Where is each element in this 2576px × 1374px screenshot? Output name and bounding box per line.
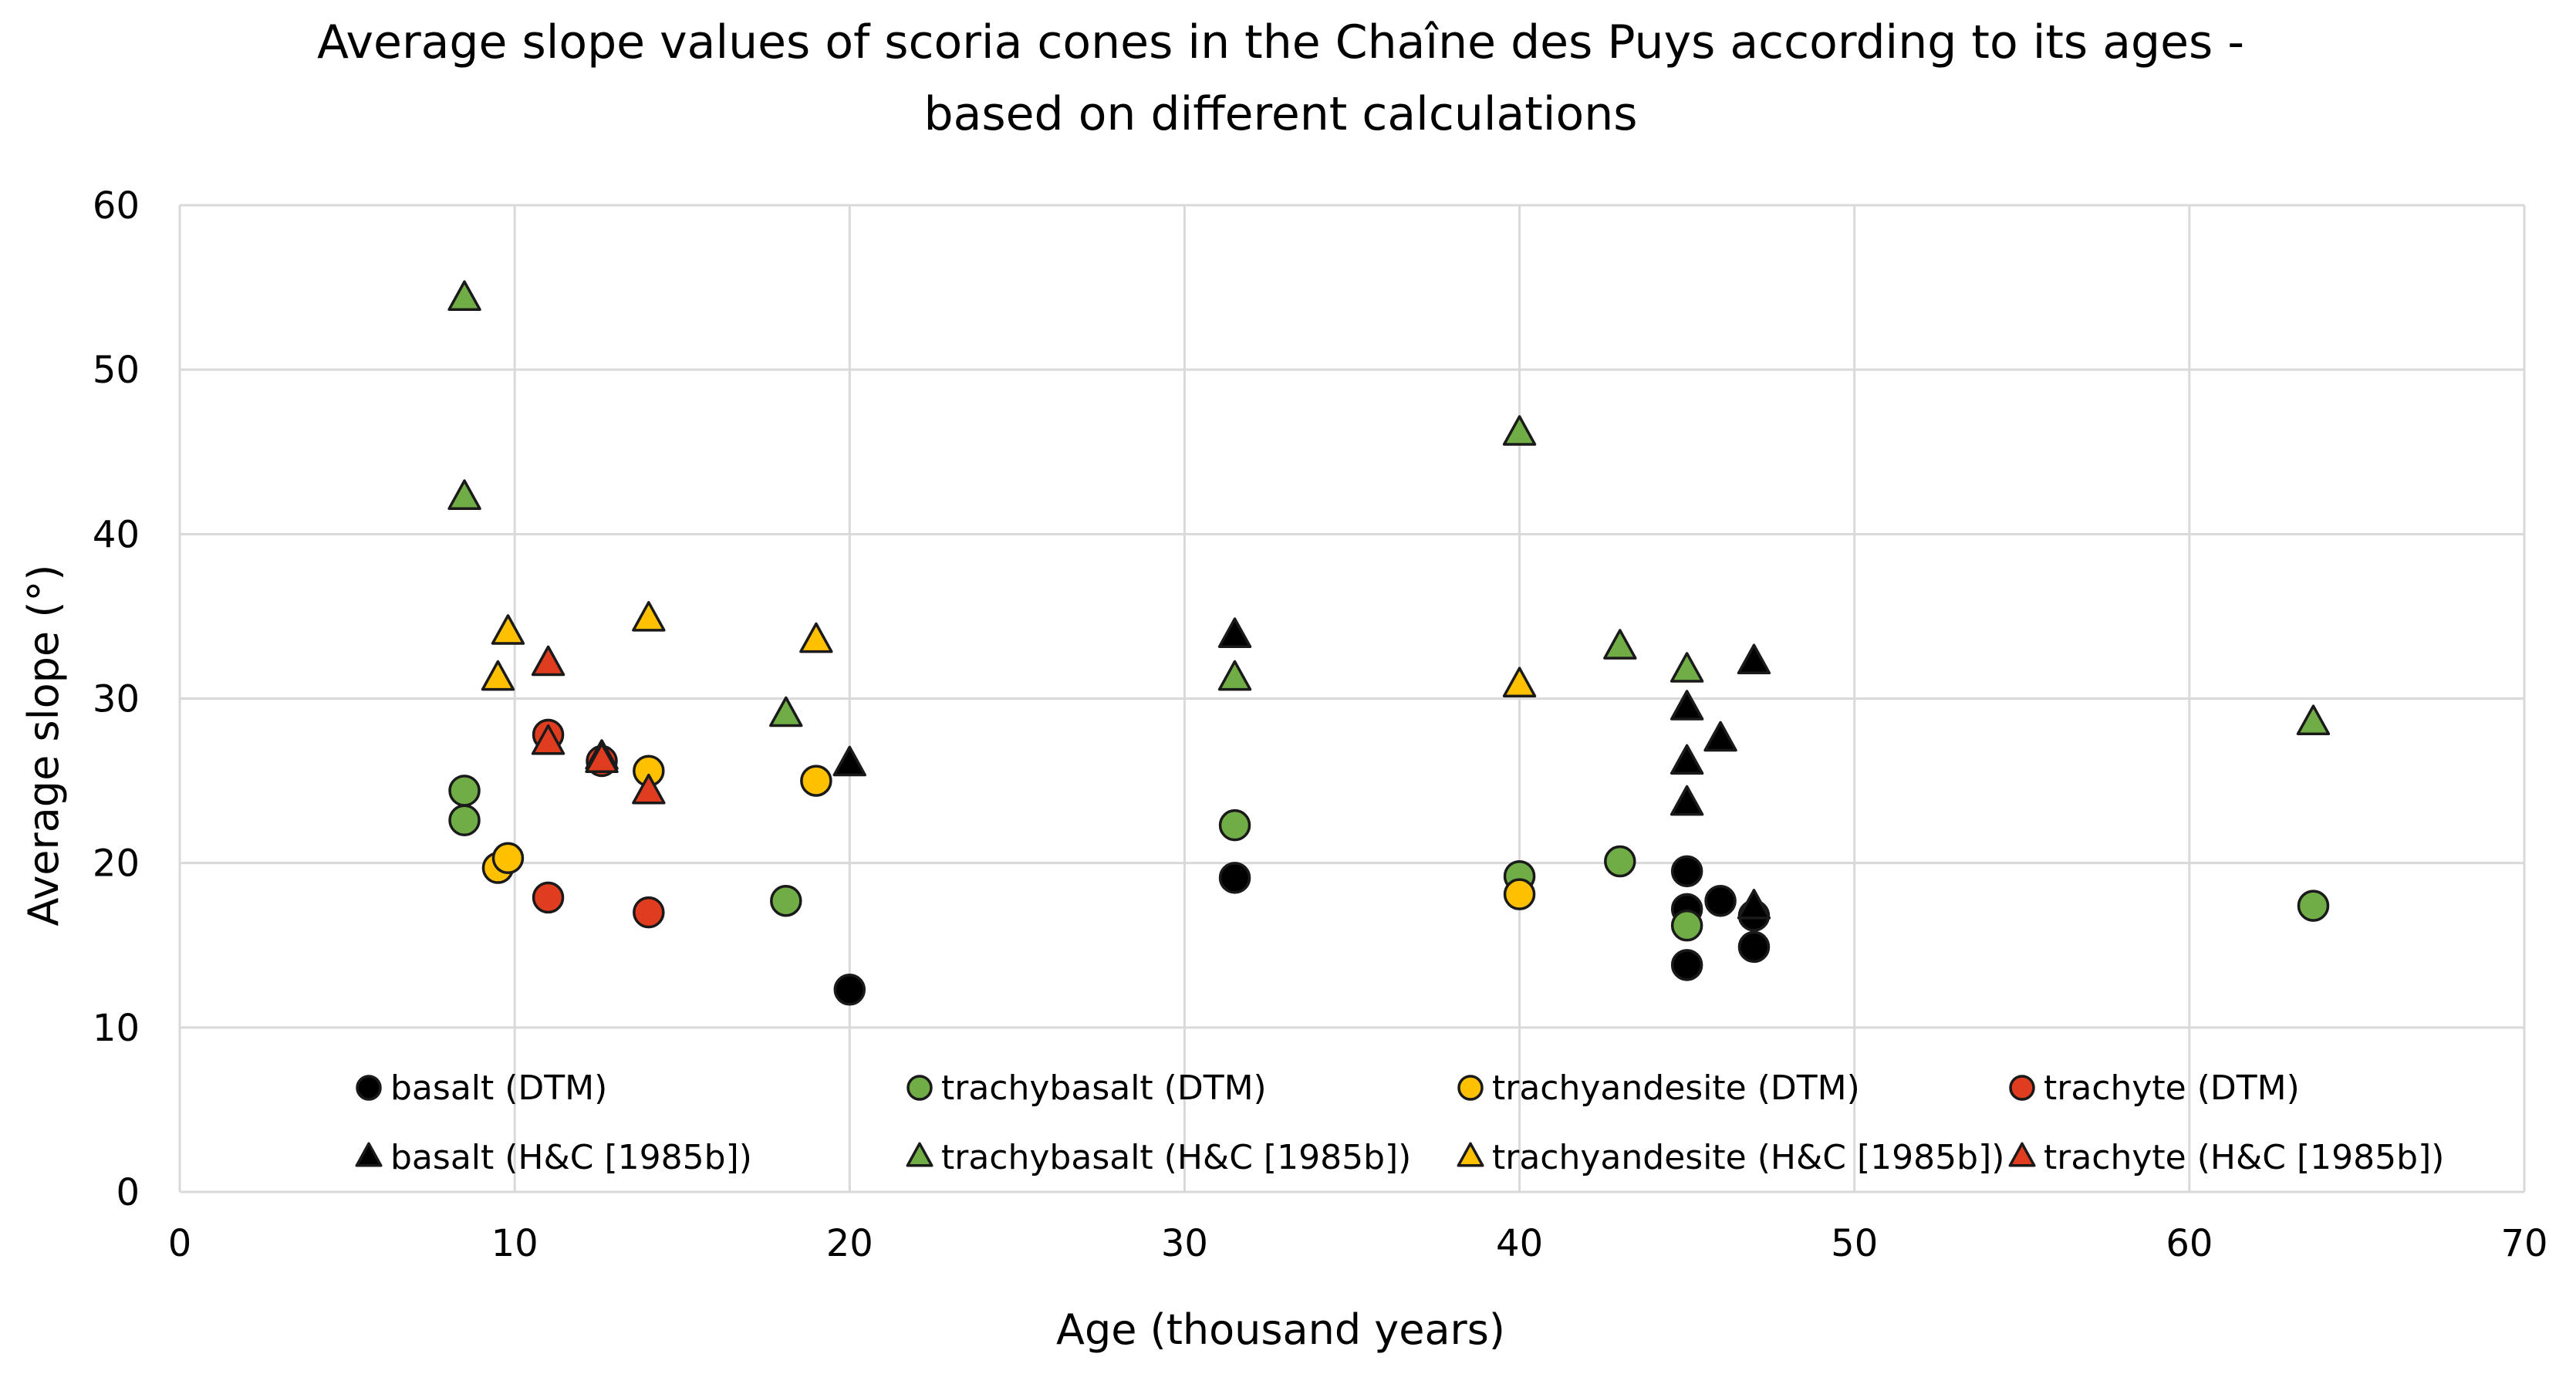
y-tick-label: 20 [93,842,140,886]
data-point-circle [1704,884,1737,917]
data-point-triangle [1670,785,1704,816]
x-tick-label: 20 [826,1222,873,1265]
chart-title-line-2: based on different calculations [924,87,1638,141]
data-point-triangle [632,601,666,632]
data-points [447,280,2331,1006]
data-point-triangle [1670,690,1704,721]
x-tick-label: 70 [2500,1222,2547,1265]
data-point-circle [1218,862,1251,894]
data-point-triangle [1670,744,1704,775]
x-tick-label: 60 [2166,1222,2213,1265]
data-point-circle [770,884,802,917]
x-axis-ticks: 0 10 20 30 40 50 60 70 [168,1222,2548,1265]
data-point-triangle [447,280,481,311]
y-tick-label: 60 [93,184,140,228]
legend-marker [906,1142,934,1167]
data-point-triangle [585,742,619,773]
legend-label: trachyte (H&C [1985b]) [2044,1138,2444,1177]
legend-label: basalt (DTM) [390,1068,607,1108]
legend-marker [1457,1142,1484,1167]
data-point-circle [448,775,481,807]
data-point-triangle [1502,667,1537,697]
data-point-circle [633,896,665,929]
x-tick-label: 10 [491,1222,538,1265]
data-point-circle [491,842,525,875]
y-tick-label: 30 [93,678,140,721]
data-point-circle [2297,890,2330,922]
x-axis-title: Age (thousand years) [1056,1305,1505,1354]
legend-marker [2009,1075,2035,1101]
data-point-triangle [1737,643,1771,675]
x-tick-label: 0 [168,1222,192,1265]
data-point-circle [1503,878,1536,910]
y-tick-label: 10 [93,1007,140,1050]
legend-marker [2008,1142,2036,1167]
data-point-triangle [1217,660,1252,691]
legend-label: trachybasalt (H&C [1985b]) [941,1138,1411,1177]
data-point-triangle [447,479,481,510]
y-axis-ticks: 0 10 20 30 40 50 60 [93,184,140,1214]
data-point-triangle [1502,415,1537,446]
legend: basalt (DTM) trachybasalt (DTM) trachyande… [355,1068,2444,1177]
data-point-triangle [481,660,515,691]
data-point-circle [1670,949,1703,981]
y-axis-title: Average slope (°) [19,565,68,927]
legend-label: trachyte (DTM) [2044,1068,2300,1108]
legend-label: trachyandesite (H&C [1985b]) [1492,1138,2004,1177]
x-tick-label: 40 [1496,1222,1543,1265]
data-point-triangle [1737,889,1771,920]
data-point-circle [1737,930,1771,964]
legend-marker [1457,1075,1484,1101]
legend-marker [356,1075,382,1101]
legend-marker [355,1142,383,1167]
y-tick-label: 40 [93,513,140,556]
data-point-triangle [632,773,666,805]
data-point-triangle [1670,652,1704,683]
data-point-circle [1670,909,1703,942]
data-point-triangle [769,696,803,728]
data-point-circle [1604,845,1636,878]
x-tick-label: 30 [1161,1222,1208,1265]
data-point-circle [833,974,866,1006]
data-point-triangle [2296,704,2331,735]
data-point-triangle [491,614,525,645]
data-point-triangle [1603,629,1637,660]
data-point-circle [1670,855,1703,888]
data-point-triangle [832,745,866,777]
grid-lines [178,204,2526,1193]
legend-label: basalt (H&C [1985b]) [390,1138,752,1177]
chart-title-line-1: Average slope values of scoria cones in … [317,15,2244,69]
data-point-triangle [531,645,566,677]
data-point-circle [800,765,832,797]
legend-label: trachybasalt (DTM) [941,1068,1267,1108]
data-point-circle [1218,809,1251,842]
data-point-triangle [1703,721,1737,752]
legend-label: trachyandesite (DTM) [1492,1068,1860,1108]
data-point-triangle [1217,617,1252,648]
data-point-triangle [531,724,566,755]
data-point-triangle [799,622,833,653]
y-tick-label: 50 [93,349,140,392]
data-point-circle [532,881,565,914]
x-tick-label: 50 [1831,1222,1878,1265]
y-tick-label: 0 [116,1171,140,1214]
legend-marker [906,1075,933,1101]
data-point-circle [448,804,481,836]
